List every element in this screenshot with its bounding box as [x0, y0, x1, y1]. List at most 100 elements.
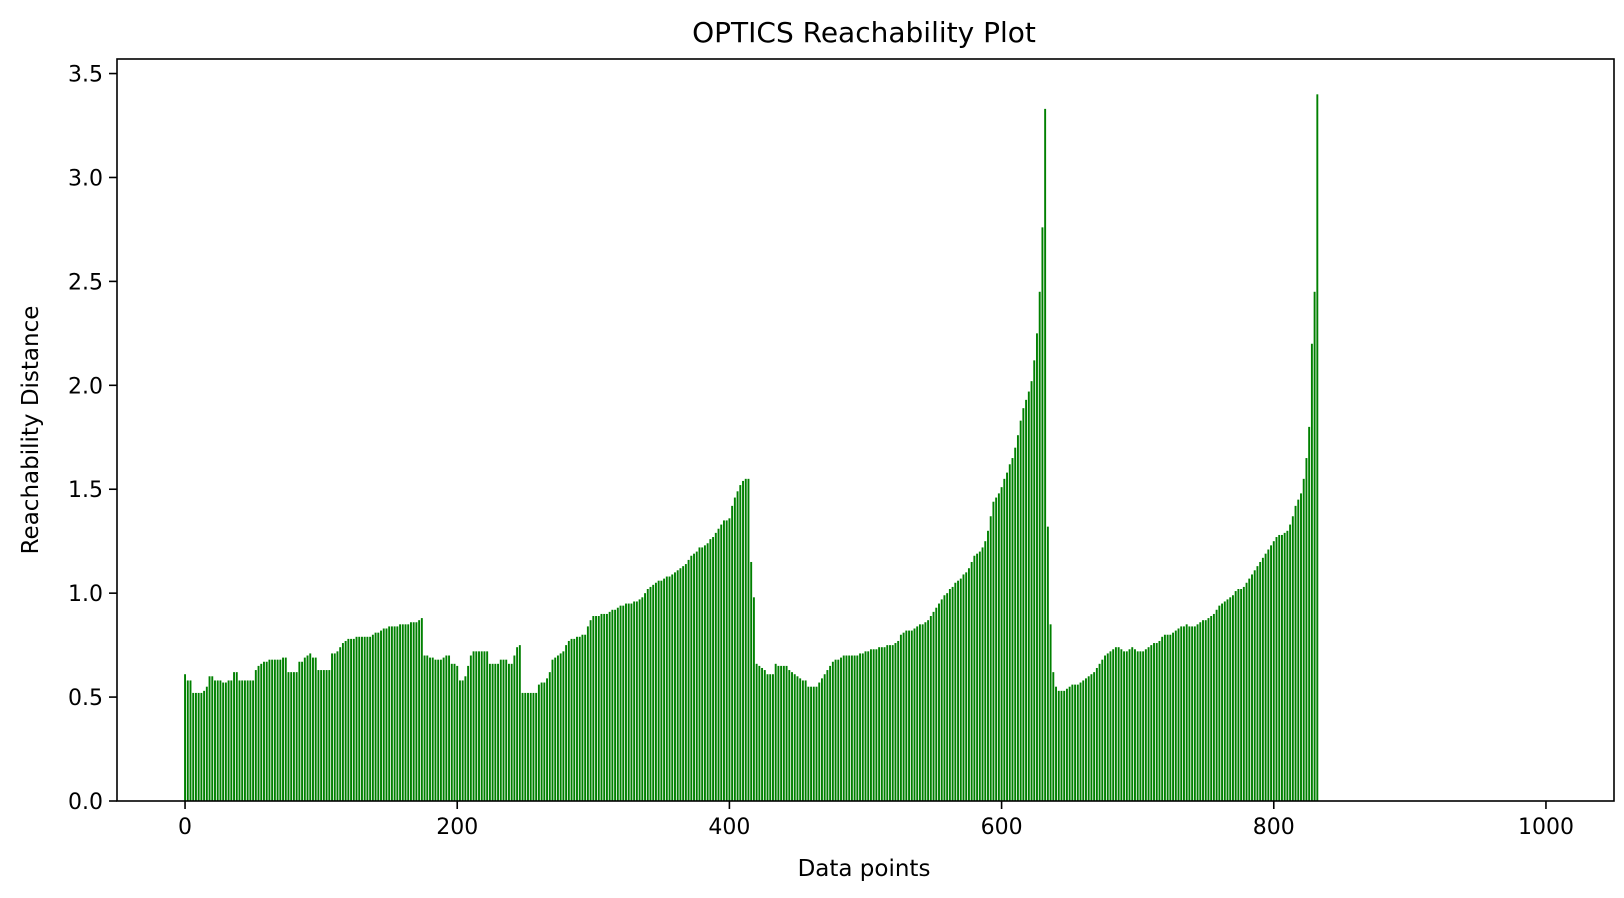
bar	[404, 624, 407, 801]
bar	[341, 643, 344, 801]
bar	[804, 680, 807, 801]
bar	[1261, 557, 1264, 801]
bar	[812, 686, 815, 801]
bar	[720, 524, 723, 801]
bar	[469, 655, 472, 801]
bar	[788, 670, 791, 801]
bar	[211, 676, 214, 801]
bar	[663, 578, 666, 801]
bar	[791, 672, 793, 801]
bar	[1240, 589, 1243, 801]
bar	[864, 651, 867, 801]
bar	[1196, 624, 1199, 801]
bar	[369, 636, 372, 801]
bar	[894, 643, 897, 801]
bar	[1234, 591, 1237, 801]
x-tick-label: 1000	[1518, 815, 1574, 840]
bar	[363, 636, 366, 801]
bar	[723, 520, 725, 801]
bar	[837, 659, 840, 801]
bar	[1068, 686, 1071, 801]
bar	[1117, 647, 1120, 801]
bar	[976, 553, 979, 801]
bar	[197, 692, 200, 801]
bar	[322, 670, 325, 801]
bar	[491, 663, 494, 801]
bar	[987, 530, 989, 801]
bar	[546, 678, 548, 801]
bar	[1191, 626, 1194, 801]
bar	[883, 647, 886, 801]
bar	[445, 655, 448, 801]
bar	[856, 655, 859, 801]
bar	[407, 624, 410, 801]
y-tick-label: 3.0	[68, 166, 103, 191]
bar	[595, 616, 597, 801]
bar	[1142, 651, 1145, 801]
bar	[932, 611, 935, 801]
bar	[638, 599, 641, 801]
bar	[1286, 530, 1289, 801]
bar	[1106, 653, 1109, 801]
bar	[1076, 684, 1079, 801]
bar	[739, 485, 742, 801]
bar	[630, 603, 633, 801]
bar	[475, 651, 478, 801]
bar	[241, 680, 244, 801]
bar	[1055, 686, 1057, 801]
bar	[1183, 626, 1185, 801]
bar	[548, 672, 551, 801]
bar	[869, 649, 872, 801]
bar	[1302, 478, 1305, 801]
bar	[1095, 667, 1098, 801]
bar	[973, 555, 976, 801]
bar	[562, 651, 565, 801]
bar	[1101, 659, 1104, 801]
bar	[497, 663, 500, 801]
bar	[279, 659, 282, 801]
bar	[850, 655, 853, 801]
bar	[1136, 651, 1139, 801]
bar	[1204, 620, 1207, 801]
bar	[222, 682, 225, 801]
bar	[453, 663, 456, 801]
bar	[736, 491, 739, 801]
bar	[635, 601, 638, 801]
bar	[292, 672, 295, 801]
chart-title: OPTICS Reachability Plot	[692, 16, 1036, 49]
bar	[385, 628, 388, 801]
bar	[603, 613, 606, 801]
bar	[1093, 672, 1096, 801]
bar	[257, 665, 260, 801]
bar	[1226, 599, 1229, 801]
bar	[1109, 651, 1112, 801]
bar	[494, 663, 497, 801]
bar	[989, 516, 992, 801]
bar	[1202, 620, 1204, 801]
bar	[1177, 628, 1180, 801]
y-tick-label: 0.5	[68, 686, 103, 711]
bar	[276, 659, 279, 801]
bar	[488, 663, 491, 801]
bar	[641, 597, 644, 801]
bar	[951, 586, 954, 801]
bar	[431, 657, 434, 801]
bar	[927, 620, 930, 801]
bar	[1079, 682, 1082, 801]
bar	[897, 640, 900, 801]
bar	[554, 657, 557, 801]
bar	[706, 543, 709, 801]
bar	[355, 636, 358, 801]
bar	[1041, 227, 1044, 802]
bar	[271, 659, 274, 801]
bar	[1256, 566, 1259, 801]
bar	[1003, 478, 1006, 801]
bar	[1158, 640, 1161, 801]
bar	[265, 661, 268, 801]
bar	[556, 655, 559, 801]
bar	[434, 659, 437, 801]
bar	[1134, 649, 1136, 801]
bar	[913, 628, 916, 801]
bar	[1163, 634, 1166, 801]
y-tick-label: 2.5	[68, 270, 103, 295]
